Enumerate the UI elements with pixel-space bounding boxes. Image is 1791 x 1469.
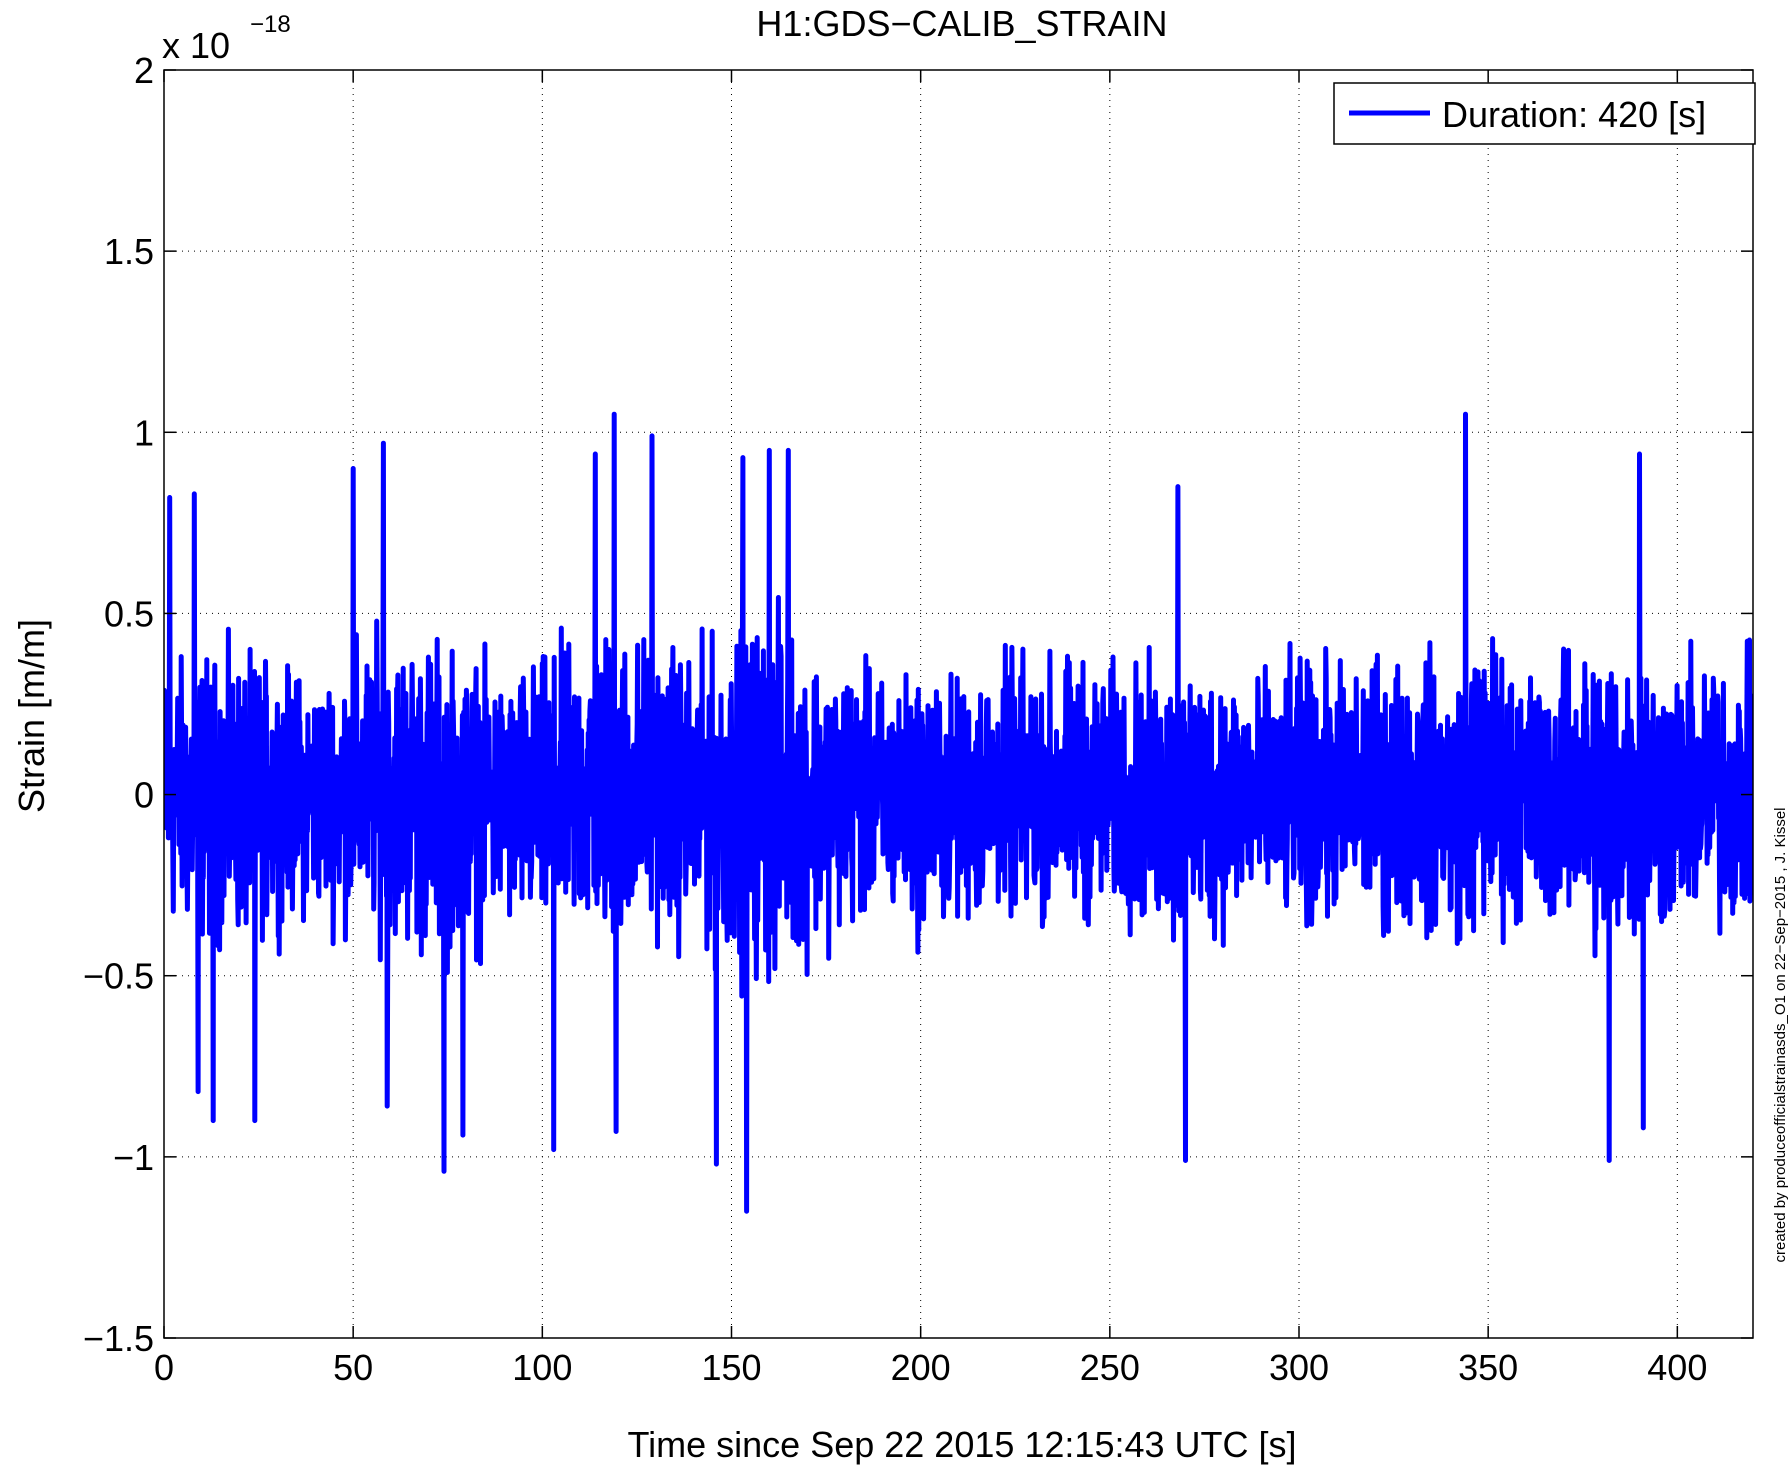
series-line-duration <box>164 411 1753 1214</box>
y-tick-label: 0.5 <box>104 593 154 634</box>
y-exponent-power: −18 <box>250 11 291 38</box>
legend-entry-label: Duration: 420 [s] <box>1442 94 1706 135</box>
plot-area <box>164 411 1753 1214</box>
x-tick-label: 0 <box>154 1347 174 1388</box>
y-tick-labels: −1.5 −1 −0.5 0 0.5 1 1.5 2 <box>83 50 154 1359</box>
side-note: created by produceofficialstrainasds_O1 … <box>1772 807 1789 1262</box>
y-tick-label: 1 <box>134 412 154 453</box>
x-tick-label: 50 <box>333 1347 373 1388</box>
x-tick-labels: 0 50 100 150 200 250 300 350 400 <box>154 1347 1707 1388</box>
y-exponent-label: x 10 −18 <box>162 11 291 66</box>
x-tick-label: 150 <box>701 1347 761 1388</box>
x-tick-label: 300 <box>1269 1347 1329 1388</box>
axis-ticks <box>163 69 1753 1339</box>
chart-title: H1:GDS−CALIB_STRAIN <box>756 3 1167 44</box>
y-tick-label: 2 <box>134 50 154 91</box>
axes-frame <box>163 69 1754 1339</box>
y-tick-label: 0 <box>134 775 154 816</box>
y-tick-label: −0.5 <box>83 956 154 997</box>
x-tick-label: 200 <box>891 1347 951 1388</box>
y-exponent-base: x 10 <box>162 25 230 66</box>
y-tick-label: −1.5 <box>83 1318 154 1359</box>
x-tick-label: 100 <box>512 1347 572 1388</box>
y-tick-label: −1 <box>113 1137 154 1178</box>
y-tick-label: 1.5 <box>104 231 154 272</box>
x-tick-label: 250 <box>1080 1347 1140 1388</box>
x-tick-label: 400 <box>1647 1347 1707 1388</box>
legend: Duration: 420 [s] <box>1333 82 1756 145</box>
y-axis-label: Strain [m/m] <box>11 619 52 813</box>
x-tick-label: 350 <box>1458 1347 1518 1388</box>
x-axis-label: Time since Sep 22 2015 12:15:43 UTC [s] <box>627 1424 1296 1465</box>
